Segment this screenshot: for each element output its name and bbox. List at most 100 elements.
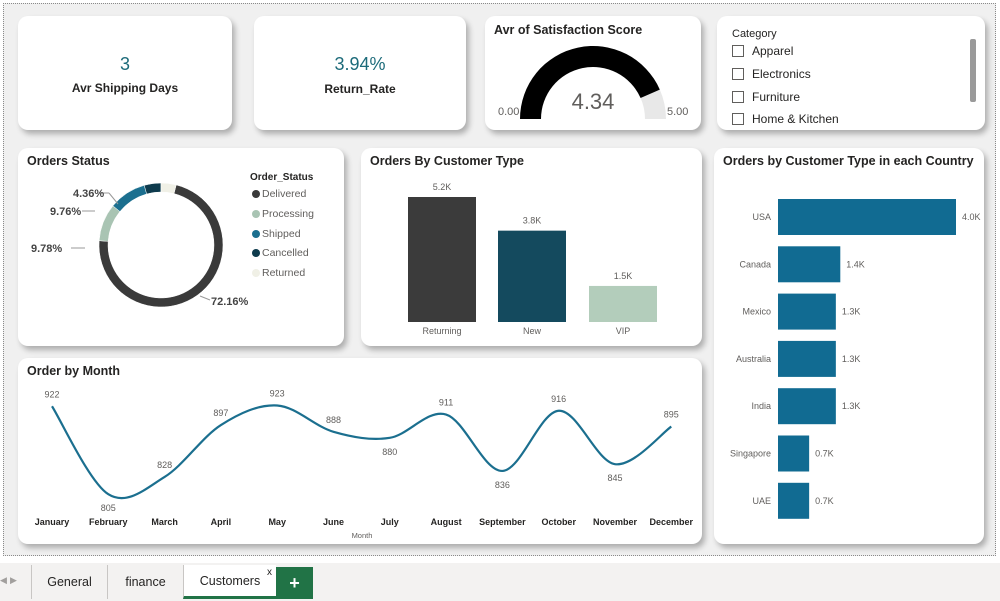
kpi-value: 3.94% xyxy=(334,54,386,74)
orders-status-card: Orders Status 72.16% 9.78% 9.76% 4.36% O… xyxy=(18,148,344,346)
x-tick-label: October xyxy=(541,517,576,527)
slicer-scrollbar[interactable] xyxy=(970,39,976,102)
gauge-min-label: 0.00 xyxy=(498,106,519,118)
bar-data-label: 0.7K xyxy=(815,496,834,506)
customer-type-title: Orders By Customer Type xyxy=(370,154,524,168)
customer-type-bar-chart: 5.2K Returning 3.8K New 1.5K VIP xyxy=(408,182,657,336)
leader-line-cancelled-2 xyxy=(108,192,119,205)
gauge-fill xyxy=(520,46,660,119)
bar-data-label: 0.7K xyxy=(815,449,834,459)
x-tick-label: December xyxy=(650,517,694,527)
add-page-button[interactable]: + xyxy=(276,567,313,599)
legend-label: Delivered xyxy=(262,188,307,200)
legend-item-returned[interactable]: Returned xyxy=(252,267,305,279)
donut-slice-cancelled xyxy=(143,182,162,195)
x-tick-label: June xyxy=(323,517,344,527)
legend-item-processing[interactable]: Processing xyxy=(252,208,314,220)
legend-label: Returned xyxy=(262,267,306,279)
gauge-card: Avr of Satisfaction Score 4.34 0.00 5.00 xyxy=(485,16,701,130)
kpi-label: Avr Shipping Days xyxy=(71,81,179,95)
point-data-label: 880 xyxy=(382,447,397,457)
legend-dot xyxy=(252,230,260,238)
bar-data-label: 1.5K xyxy=(614,271,633,281)
bar-data-label: 1.3K xyxy=(842,401,861,411)
point-data-label: 805 xyxy=(101,503,116,513)
gauge-track xyxy=(640,89,666,119)
point-data-label: 897 xyxy=(213,408,228,418)
bar-singapore xyxy=(778,435,810,472)
category-slicer: Category Apparel Electronics Furniture H… xyxy=(717,16,985,130)
bar-canada xyxy=(778,246,841,283)
bar-usa xyxy=(778,199,956,235)
bar-category-label: Australia xyxy=(736,354,771,364)
point-data-label: 923 xyxy=(270,389,285,399)
x-tick-label: September xyxy=(479,517,526,527)
orders-status-title: Orders Status xyxy=(27,154,110,168)
donut-label-shipped: 9.76% xyxy=(50,206,81,218)
gauge-chart: 4.34 0.00 5.00 xyxy=(498,46,688,119)
checkbox[interactable] xyxy=(732,91,744,103)
gauge-max-label: 5.00 xyxy=(667,106,688,118)
point-data-label: 836 xyxy=(495,480,510,490)
x-tick-label: March xyxy=(151,517,178,527)
point-data-label: 911 xyxy=(439,398,453,408)
bar-category-label: VIP xyxy=(616,326,631,336)
monthly-title: Order by Month xyxy=(27,364,121,378)
checkbox[interactable] xyxy=(732,113,744,125)
donut-label-processing: 9.78% xyxy=(31,243,62,255)
kpi-value: 3 xyxy=(119,54,130,74)
donut-slice-returned xyxy=(160,182,177,194)
bar-data-label: 4.0K xyxy=(962,212,981,222)
legend-item-delivered[interactable]: Delivered xyxy=(252,188,306,200)
donut-label-delivered: 72.16% xyxy=(211,296,248,308)
scroll-left-icon[interactable]: ◀ xyxy=(0,575,7,585)
point-data-label: 895 xyxy=(664,410,679,420)
bar-category-label: UAE xyxy=(752,496,771,506)
series-line xyxy=(51,404,672,500)
slicer-item-home-kitchen[interactable]: Home & Kitchen xyxy=(732,112,839,126)
gauge-value: 4.34 xyxy=(572,89,615,114)
x-tick-label: May xyxy=(268,517,286,527)
legend-dot xyxy=(252,249,260,257)
gauge-title: Avr of Satisfaction Score xyxy=(494,23,643,37)
x-tick-label: February xyxy=(89,517,128,527)
slicer-item-apparel[interactable]: Apparel xyxy=(732,44,793,58)
close-tab-icon[interactable]: x xyxy=(267,567,272,578)
tab-finance[interactable]: finance xyxy=(107,565,183,599)
leader-line-delivered xyxy=(199,295,211,301)
orders-status-donut: 72.16% 9.78% 9.76% 4.36% xyxy=(31,182,248,308)
tab-customers[interactable]: Customers x xyxy=(183,565,276,599)
legend-dot xyxy=(252,190,260,198)
x-tick-label: November xyxy=(593,517,638,527)
point-data-label: 828 xyxy=(157,460,172,470)
tab-general[interactable]: General xyxy=(31,565,107,599)
bar-mexico xyxy=(778,293,836,330)
country-card: Orders by Customer Type in each Country … xyxy=(714,148,984,544)
monthly-card: Order by Month 922 January 805 February 828 M… xyxy=(18,358,702,544)
bar-category-label: Returning xyxy=(422,326,461,336)
kpi-card-return-rate: 3.94% Return_Rate xyxy=(254,16,466,130)
slicer-item-furniture[interactable]: Furniture xyxy=(732,90,800,104)
slicer-item-electronics[interactable]: Electronics xyxy=(732,67,811,81)
checkbox[interactable] xyxy=(732,68,744,80)
legend-item-cancelled[interactable]: Cancelled xyxy=(252,247,309,259)
bar-data-label: 1.4K xyxy=(846,259,865,269)
country-bar-chart: USA 4.0K Canada 1.4K Mexico 1.3K Australia 1.3K… xyxy=(730,199,981,519)
point-data-label: 845 xyxy=(607,473,622,483)
page-tab-bar: ◀ ▶ General finance Customers x + xyxy=(0,563,1000,601)
legend-title: Order_Status xyxy=(250,172,314,183)
kpi-label: Return_Rate xyxy=(324,82,396,96)
bar-data-label: 1.3K xyxy=(842,307,861,317)
slicer-item-label: Apparel xyxy=(752,44,794,58)
slicer-title: Category xyxy=(732,28,777,40)
legend-dot xyxy=(252,210,260,218)
bar-data-label: 3.8K xyxy=(523,216,542,226)
bar-category-label: Singapore xyxy=(730,449,771,459)
point-data-label: 916 xyxy=(551,394,566,404)
bar-vip xyxy=(589,285,657,322)
scroll-right-icon[interactable]: ▶ xyxy=(10,575,17,585)
bar-category-label: USA xyxy=(752,212,771,222)
x-tick-label: April xyxy=(211,517,232,527)
legend-item-shipped[interactable]: Shipped xyxy=(252,228,301,240)
checkbox[interactable] xyxy=(732,45,744,57)
